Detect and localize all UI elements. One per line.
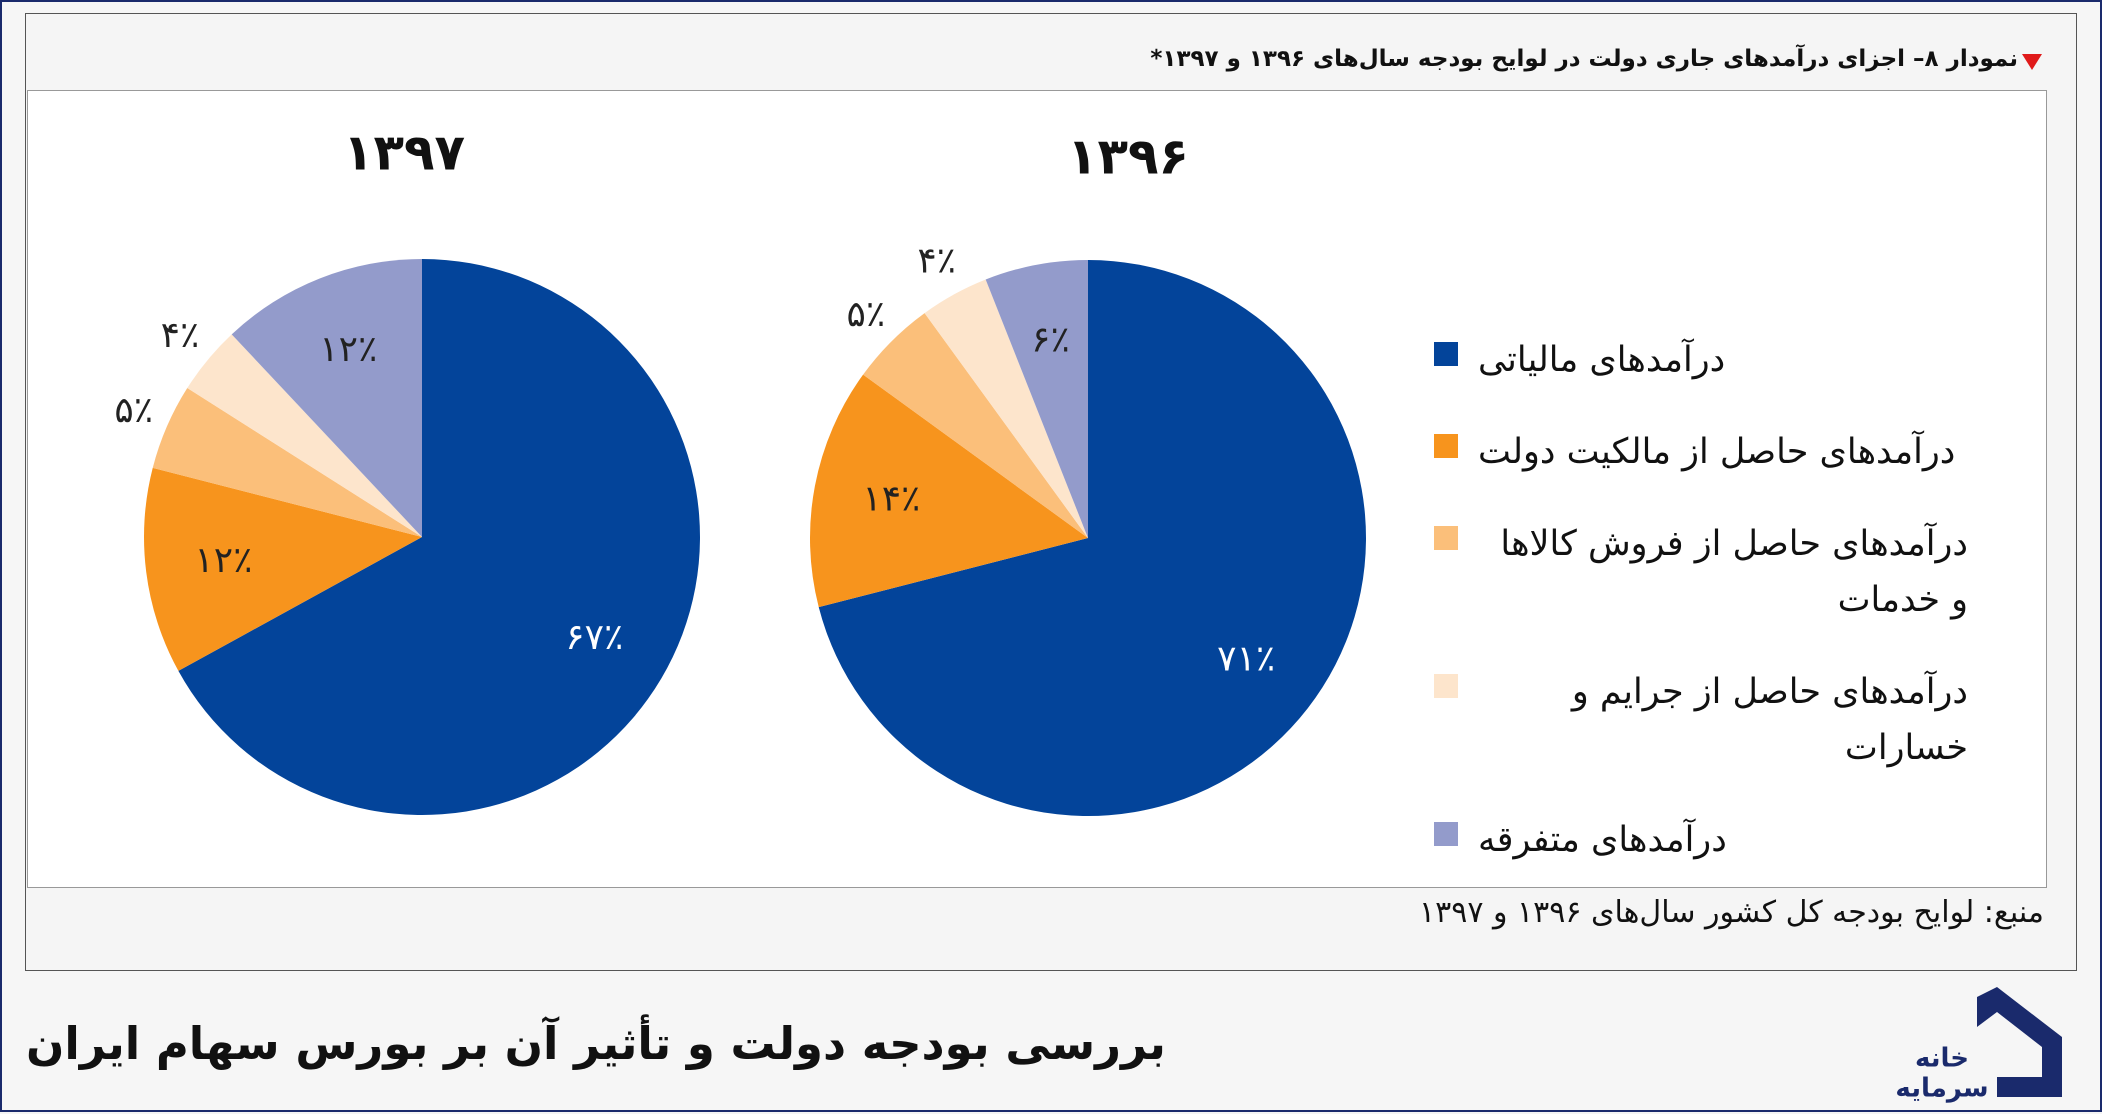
legend: درآمدهای مالیاتی درآمدهای حاصل از مالکیت … [1434,332,2014,904]
marker-triangle [2022,54,2042,70]
legend-swatch [1434,342,1458,366]
data-label: ۶۷٪ [565,617,623,658]
pie-slice: درآمدهای حاصل از جرایم و خسارات [924,279,1088,538]
footer-title: بررسی بودجه دولت و تأثیر آن بر بورس سهام… [26,1017,1166,1070]
pie-slice: درآمدهای مالیاتی [178,259,701,816]
legend-item: درآمدهای متفرقه [1434,812,2014,868]
logo-shape [1977,987,2062,1097]
legend-label: درآمدهای حاصل از فروش کالاها و خدمات [1500,524,1968,620]
legend-item: درآمدهای حاصل از جرایم و خسارات [1434,664,2014,776]
logo: خانه سرمایه [1895,987,2062,1104]
data-label: ۷۱٪ [1217,639,1275,680]
pie-slice: درآمدهای متفرقه [985,260,1088,538]
legend-item: درآمدهای حاصل از مالکیت دولت [1434,424,2014,480]
data-label: ۵٪ [847,294,886,335]
pie-title: ۱۳۹۶ [1067,128,1189,186]
data-label: ۴٪ [917,241,956,282]
data-label: ۵٪ [114,390,153,431]
source-note: منبع: لوایح بودجه کل کشور سال‌های ۱۳۹۶ و… [1418,895,2044,930]
data-label: ۱۲٪ [194,540,252,581]
figure-caption: نمودار ۸– اجزای درآمدهای جاری دولت در لو… [1150,46,2018,72]
pie-title: ۱۳۹۷ [343,124,465,182]
legend-swatch [1434,674,1458,698]
logo-text: سرمایه [1895,1074,1988,1104]
legend-label: درآمدهای حاصل از جرایم و خسارات [1571,672,1968,768]
legend-swatch [1434,526,1458,550]
pie-slice: درآمدهای حاصل از فروش کالاها و خدمات [863,313,1088,538]
pie-slice: درآمدهای حاصل از مالکیت دولت [810,374,1088,608]
data-label: ۶٪ [1031,319,1070,360]
legend-label: درآمدهای مالیاتی [1478,340,1726,380]
pie-slice: درآمدهای حاصل از مالکیت دولت [144,467,423,671]
pie-slice: درآمدهای حاصل از جرایم و خسارات [187,334,422,537]
pie-slice: درآمدهای متفرقه [231,259,422,537]
data-label: ۴٪ [161,315,200,356]
legend-swatch [1434,434,1458,458]
data-label: ۱۲٪ [319,329,377,370]
legend-label: درآمدهای متفرقه [1478,820,1727,860]
data-label: ۱۴٪ [862,478,920,519]
logo-text: خانه [1915,1044,1969,1074]
pie-slice: درآمدهای مالیاتی [818,260,1366,816]
pie-slice: درآمدهای حاصل از فروش کالاها و خدمات [152,388,422,537]
legend-swatch [1434,822,1458,846]
legend-item: درآمدهای مالیاتی [1434,332,2014,388]
legend-label: درآمدهای حاصل از مالکیت دولت [1478,432,1956,472]
legend-item: درآمدهای حاصل از فروش کالاها و خدمات [1434,516,2014,628]
